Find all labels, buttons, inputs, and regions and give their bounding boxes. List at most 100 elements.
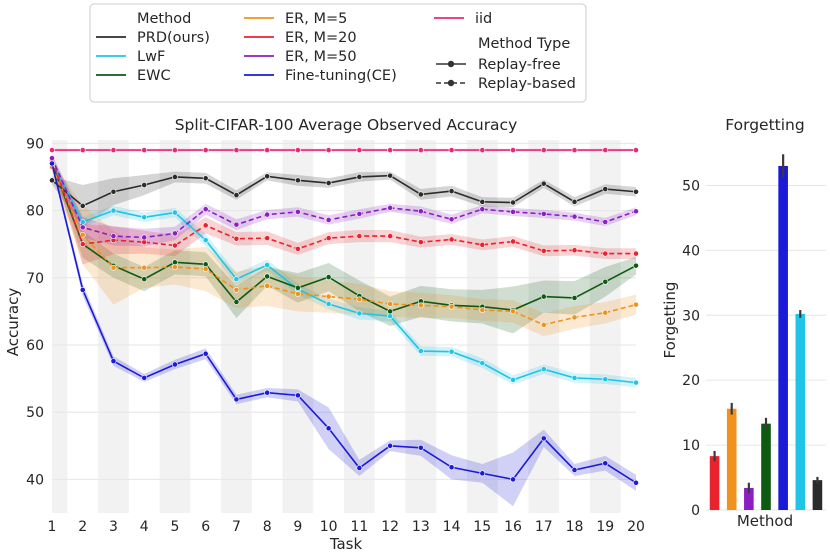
x-tick-label-16: 16 [504, 519, 522, 535]
point-er50-10 [325, 217, 332, 223]
point-iid-14 [448, 147, 455, 153]
legend-frame [89, 3, 587, 103]
point-er20-20 [633, 250, 639, 257]
legend-label-er20: ER, M=20 [285, 30, 357, 46]
point-ewc-12 [387, 308, 394, 315]
point-prd-6 [202, 175, 209, 182]
legend-label-prd: PRD(ours) [137, 30, 210, 46]
point-er50-6 [202, 206, 209, 213]
y-tick-label-70: 70 [26, 271, 44, 287]
point-er50-2 [79, 224, 86, 231]
x-tick-label-20: 20 [627, 519, 645, 535]
legend-type-header: Method Type [478, 36, 570, 52]
y-tick-label-40: 40 [26, 472, 44, 488]
point-er5-10 [325, 293, 332, 300]
bar-er5 [726, 408, 737, 510]
point-er5-8 [264, 282, 271, 289]
x-tick-label-14: 14 [443, 519, 461, 535]
point-ewc-10 [325, 274, 332, 281]
point-er20-8 [264, 235, 271, 242]
legend-type-label-dashed: Replay-based [478, 76, 576, 92]
point-er5-19 [602, 309, 609, 316]
point-iid-5 [172, 147, 178, 153]
point-er20-6 [202, 222, 209, 229]
point-prd-5 [172, 174, 178, 180]
point-ft-6 [202, 350, 209, 357]
legend-type-marker-solid [447, 60, 455, 68]
point-er50-9 [294, 209, 301, 215]
point-er20-18 [571, 247, 578, 254]
point-ft-12 [387, 442, 394, 449]
point-lwf-16 [510, 377, 516, 383]
point-ft-14 [448, 464, 455, 471]
point-er50-14 [448, 216, 455, 223]
series-line-er5 [51, 166, 637, 326]
forgetting-tick-label-0: 0 [691, 503, 700, 519]
point-ewc-7 [233, 299, 240, 305]
point-er5-16 [510, 308, 516, 315]
point-er20-17 [540, 247, 547, 254]
ci-band-er50 [52, 154, 636, 247]
point-er20-10 [325, 235, 332, 242]
bar-ewc [761, 423, 771, 510]
point-ft-13 [417, 444, 424, 451]
y-tick-label-90: 90 [26, 136, 44, 152]
point-er50-12 [387, 204, 394, 211]
point-iid-7 [233, 147, 240, 153]
point-lwf-17 [540, 366, 547, 373]
point-ft-15 [479, 470, 486, 477]
point-ft-1 [49, 160, 55, 167]
point-ft-5 [172, 361, 178, 368]
point-er5-9 [294, 291, 301, 297]
task-band-7 [221, 140, 252, 513]
point-prd-3 [110, 188, 117, 195]
point-iid-8 [264, 147, 271, 153]
task-band-5 [159, 140, 191, 513]
point-er5-3 [110, 264, 117, 271]
point-er20-2 [79, 241, 86, 248]
x-tick-label-1: 1 [48, 519, 57, 535]
point-ft-2 [79, 286, 86, 293]
point-er20-14 [448, 236, 455, 243]
forgetting-y-axis-label: Forgetting [661, 282, 679, 359]
legend-label-ft: Fine-tuning(CE) [285, 68, 397, 84]
task-band-19 [589, 140, 621, 513]
accuracy-y-axis-label: Accuracy [4, 288, 22, 357]
point-er50-17 [540, 211, 547, 217]
point-er50-13 [417, 208, 424, 215]
point-iid-19 [602, 147, 609, 153]
point-er50-7 [233, 221, 240, 228]
point-prd-4 [141, 182, 148, 188]
y-tick-label-60: 60 [26, 338, 44, 354]
point-iid-4 [141, 147, 148, 153]
point-ewc-8 [264, 273, 271, 280]
legend-label-er5: ER, M=5 [285, 11, 347, 27]
accuracy-x-axis-label: Task [329, 535, 363, 553]
x-tick-label-13: 13 [412, 519, 430, 535]
x-tick-label-12: 12 [381, 519, 399, 535]
point-ft-10 [325, 425, 332, 432]
point-er5-15 [479, 307, 486, 313]
point-er50-20 [633, 208, 639, 215]
point-prd-17 [540, 180, 547, 187]
point-ewc-18 [571, 295, 578, 301]
point-ft-11 [356, 465, 363, 471]
bar-ft [778, 165, 788, 510]
task-band-11 [344, 140, 375, 513]
point-iid-6 [202, 147, 209, 153]
point-ewc-4 [141, 276, 148, 283]
x-tick-label-15: 15 [473, 519, 491, 535]
point-er50-4 [141, 234, 148, 241]
task-band-3 [98, 140, 129, 513]
point-iid-11 [356, 147, 363, 153]
forgetting-tick-label-40: 40 [682, 243, 700, 259]
point-er5-14 [448, 303, 455, 310]
forgetting-tick-label-30: 30 [682, 308, 700, 324]
point-prd-13 [417, 191, 424, 198]
series-line-prd [51, 174, 637, 207]
point-ft-17 [540, 435, 547, 442]
point-er20-11 [356, 233, 363, 240]
bar-er50 [744, 487, 754, 510]
point-er5-18 [571, 314, 578, 321]
